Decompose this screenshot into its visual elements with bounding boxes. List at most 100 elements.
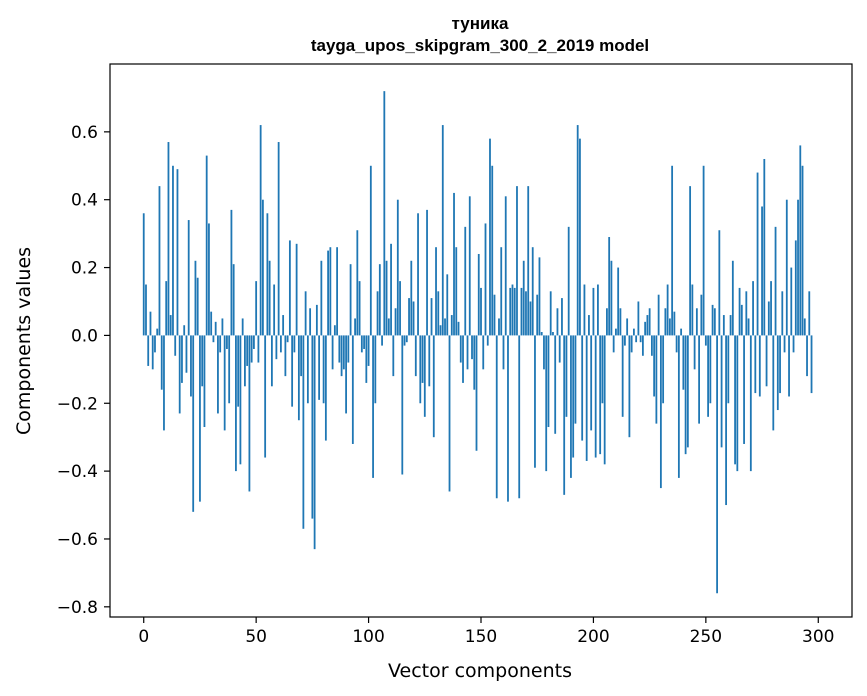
bar-28 xyxy=(205,155,208,336)
bar-253 xyxy=(711,304,714,336)
bar-227 xyxy=(653,335,656,397)
bar-92 xyxy=(349,264,352,336)
bar-225 xyxy=(648,308,651,336)
bar-79 xyxy=(320,260,323,336)
bar-180 xyxy=(547,335,550,428)
bar-53 xyxy=(262,199,264,336)
bar-245 xyxy=(693,335,696,370)
bar-55 xyxy=(266,213,269,336)
bar-43 xyxy=(239,335,242,465)
bar-124 xyxy=(421,335,424,383)
bar-243 xyxy=(689,186,692,336)
bar-240 xyxy=(682,335,685,390)
bar-52 xyxy=(259,125,262,336)
bar-196 xyxy=(583,284,586,336)
bar-32 xyxy=(214,321,217,336)
bar-186 xyxy=(561,298,563,336)
bar-100 xyxy=(367,335,370,366)
bar-293 xyxy=(801,165,804,336)
bar-48 xyxy=(250,335,253,363)
bar-221 xyxy=(639,335,642,343)
bar-60 xyxy=(277,142,280,336)
bar-61 xyxy=(279,335,282,353)
bar-204 xyxy=(601,335,604,404)
bar-175 xyxy=(536,294,539,336)
x-tick-label: 50 xyxy=(245,627,267,647)
bar-170 xyxy=(525,291,527,336)
bar-159 xyxy=(500,247,503,336)
bar-46 xyxy=(246,335,249,366)
bar-171 xyxy=(527,186,530,336)
bar-5 xyxy=(154,335,156,353)
bar-167 xyxy=(518,335,521,499)
bar-174 xyxy=(534,335,536,468)
bar-198 xyxy=(588,315,590,336)
bar-202 xyxy=(597,284,599,336)
bar-229 xyxy=(657,294,660,336)
bar-1 xyxy=(145,284,147,336)
bar-102 xyxy=(372,335,374,478)
bar-42 xyxy=(237,335,240,407)
bar-68 xyxy=(295,243,298,336)
bar-238 xyxy=(677,335,680,478)
bar-130 xyxy=(435,247,437,336)
bar-205 xyxy=(603,335,606,465)
bar-22 xyxy=(192,335,195,512)
bar-279 xyxy=(770,281,772,336)
bar-168 xyxy=(520,287,523,336)
bar-176 xyxy=(538,257,541,336)
bar-93 xyxy=(351,335,354,444)
bar-67 xyxy=(293,335,296,353)
bar-73 xyxy=(306,335,309,404)
bar-269 xyxy=(747,318,750,336)
bar-65 xyxy=(288,240,291,336)
bar-64 xyxy=(286,335,289,343)
bar-56 xyxy=(268,260,271,336)
bar-50 xyxy=(255,281,258,336)
bar-83 xyxy=(329,247,332,336)
bar-101 xyxy=(369,165,372,336)
bar-217 xyxy=(630,335,633,353)
bar-81 xyxy=(324,335,327,441)
bar-4 xyxy=(151,335,154,370)
bar-172 xyxy=(529,301,532,336)
bar-282 xyxy=(776,335,779,411)
bar-190 xyxy=(570,335,572,478)
bar-41 xyxy=(235,335,237,472)
bar-70 xyxy=(300,335,303,377)
bar-66 xyxy=(291,335,294,407)
bar-29 xyxy=(208,223,210,336)
bar-265 xyxy=(738,287,741,336)
bar-95 xyxy=(356,230,359,336)
bar-24 xyxy=(196,277,199,336)
bar-3 xyxy=(149,311,152,336)
x-tick-label: 150 xyxy=(465,627,497,647)
bar-87 xyxy=(338,335,341,363)
bar-39 xyxy=(230,209,233,336)
bar-256 xyxy=(718,230,721,336)
bar-9 xyxy=(163,335,165,431)
bar-33 xyxy=(217,335,219,414)
bar-106 xyxy=(381,335,383,346)
bar-104 xyxy=(376,291,379,336)
bar-38 xyxy=(228,335,231,404)
bar-177 xyxy=(540,332,543,336)
bar-2 xyxy=(147,335,150,366)
bar-297 xyxy=(810,335,813,394)
bar-276 xyxy=(763,158,766,336)
bar-147 xyxy=(473,335,476,390)
bar-74 xyxy=(309,308,312,336)
bar-45 xyxy=(244,335,246,387)
bar-203 xyxy=(599,335,602,455)
bar-143 xyxy=(464,226,467,336)
bar-152 xyxy=(484,223,487,336)
bar-136 xyxy=(448,335,451,492)
bar-215 xyxy=(626,318,629,336)
bar-223 xyxy=(644,321,647,336)
bar-99 xyxy=(365,335,368,383)
bar-181 xyxy=(549,291,552,336)
bar-142 xyxy=(462,335,464,383)
bar-273 xyxy=(756,172,759,336)
bar-138 xyxy=(453,192,455,336)
